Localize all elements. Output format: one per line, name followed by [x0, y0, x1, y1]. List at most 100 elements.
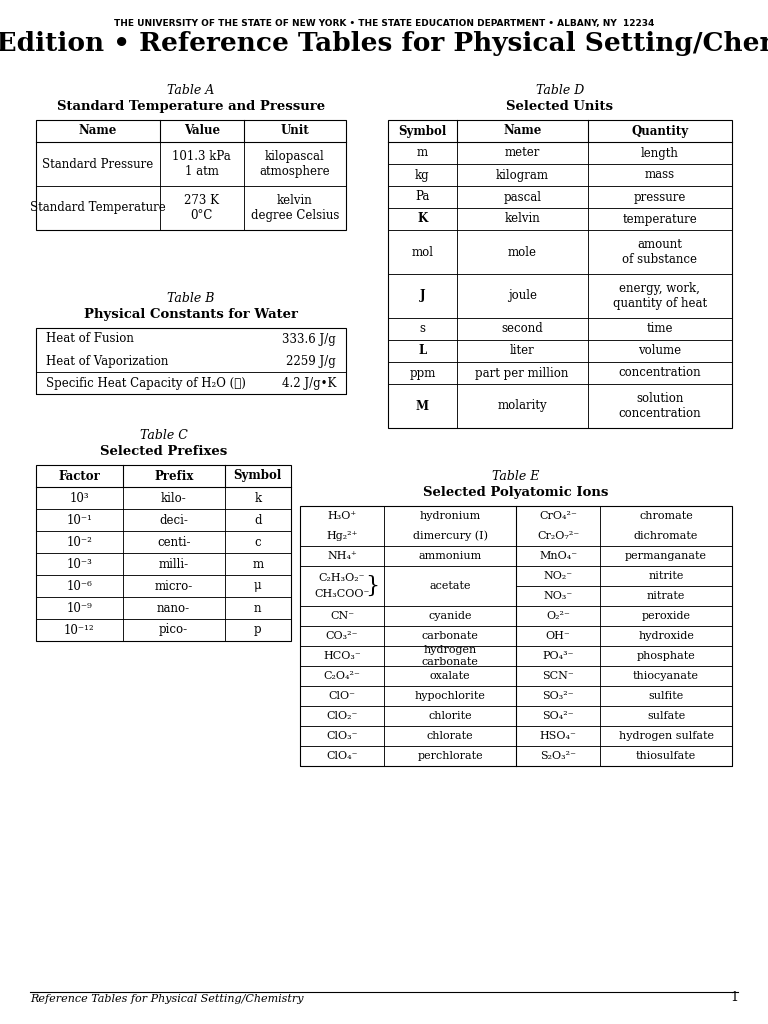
- Text: milli-: milli-: [159, 557, 189, 570]
- Text: Selected Polyatomic Ions: Selected Polyatomic Ions: [423, 486, 609, 499]
- Text: μ: μ: [254, 580, 262, 593]
- Text: 2002 Edition • Reference Tables for Physical Setting/Chemistry: 2002 Edition • Reference Tables for Phys…: [0, 31, 768, 56]
- Text: Table A: Table A: [167, 84, 214, 97]
- Text: hydroxide: hydroxide: [638, 631, 694, 641]
- Text: d: d: [254, 513, 262, 526]
- Text: M: M: [416, 399, 429, 413]
- Text: cyanide: cyanide: [429, 611, 472, 621]
- Text: HSO₄⁻: HSO₄⁻: [540, 731, 577, 741]
- Text: nitrate: nitrate: [647, 591, 685, 601]
- Text: K: K: [417, 213, 428, 225]
- Text: ClO₄⁻: ClO₄⁻: [326, 751, 358, 761]
- Text: pico-: pico-: [159, 624, 188, 637]
- Text: mass: mass: [644, 169, 675, 181]
- Text: mol: mol: [412, 246, 433, 258]
- Text: liter: liter: [510, 344, 535, 357]
- Text: dichromate: dichromate: [634, 531, 698, 541]
- Text: c: c: [254, 536, 261, 549]
- Text: kilogram: kilogram: [495, 169, 548, 181]
- Text: pressure: pressure: [634, 190, 686, 204]
- Text: Standard Pressure: Standard Pressure: [42, 158, 154, 171]
- Text: Name: Name: [79, 125, 118, 137]
- Text: 4.2 J/g•K: 4.2 J/g•K: [282, 377, 336, 389]
- Text: 10⁻⁶: 10⁻⁶: [66, 580, 92, 593]
- Text: mole: mole: [508, 246, 537, 258]
- Text: 10⁻¹: 10⁻¹: [66, 513, 92, 526]
- Text: S₂O₃²⁻: S₂O₃²⁻: [540, 751, 576, 761]
- Text: Prefix: Prefix: [154, 469, 194, 482]
- Bar: [36, 120, 346, 230]
- Text: sulfate: sulfate: [647, 711, 685, 721]
- Text: NO₂⁻: NO₂⁻: [544, 571, 573, 581]
- Text: acetate: acetate: [429, 581, 471, 591]
- Text: 333.6 J/g: 333.6 J/g: [283, 333, 336, 345]
- Bar: [36, 465, 291, 641]
- Text: Hg₂²⁺: Hg₂²⁺: [326, 531, 358, 541]
- Text: chlorite: chlorite: [429, 711, 472, 721]
- Text: Selected Prefixes: Selected Prefixes: [100, 445, 227, 458]
- Text: p: p: [254, 624, 262, 637]
- Text: kelvin: kelvin: [505, 213, 540, 225]
- Text: ppm: ppm: [409, 367, 435, 380]
- Text: concentration: concentration: [618, 367, 701, 380]
- Text: s: s: [419, 323, 425, 336]
- Bar: [36, 328, 346, 394]
- Text: H₃O⁺: H₃O⁺: [328, 511, 356, 521]
- Text: temperature: temperature: [622, 213, 697, 225]
- Text: NO₃⁻: NO₃⁻: [544, 591, 573, 601]
- Text: C₂H₃O₂⁻: C₂H₃O₂⁻: [319, 573, 366, 583]
- Text: MnO₄⁻: MnO₄⁻: [539, 551, 578, 561]
- Text: amount
of substance: amount of substance: [622, 238, 697, 266]
- Text: 10⁻⁹: 10⁻⁹: [67, 601, 92, 614]
- Text: Heat of Vaporization: Heat of Vaporization: [46, 354, 168, 368]
- Text: CrO₄²⁻: CrO₄²⁻: [539, 511, 577, 521]
- Text: SCN⁻: SCN⁻: [542, 671, 574, 681]
- Text: J: J: [419, 290, 425, 302]
- Text: ammonium: ammonium: [419, 551, 482, 561]
- Text: Value: Value: [184, 125, 220, 137]
- Text: hydronium: hydronium: [419, 511, 481, 521]
- Text: Table C: Table C: [140, 429, 187, 442]
- Text: centi-: centi-: [157, 536, 190, 549]
- Text: 2259 J/g: 2259 J/g: [286, 354, 336, 368]
- Text: deci-: deci-: [159, 513, 188, 526]
- Text: Symbol: Symbol: [399, 125, 446, 137]
- Text: SO₃²⁻: SO₃²⁻: [542, 691, 574, 701]
- Text: 10³: 10³: [70, 492, 89, 505]
- Text: kelvin
degree Celsius: kelvin degree Celsius: [250, 194, 339, 222]
- Text: phosphate: phosphate: [637, 651, 696, 662]
- Text: 10⁻²: 10⁻²: [66, 536, 92, 549]
- Text: ClO₃⁻: ClO₃⁻: [326, 731, 358, 741]
- Text: Standard Temperature: Standard Temperature: [30, 202, 166, 214]
- Text: m: m: [417, 146, 428, 160]
- Text: SO₄²⁻: SO₄²⁻: [542, 711, 574, 721]
- Text: O₂²⁻: O₂²⁻: [546, 611, 570, 621]
- Text: ClO⁻: ClO⁻: [329, 691, 356, 701]
- Text: Selected Units: Selected Units: [507, 100, 614, 113]
- Text: permanganate: permanganate: [625, 551, 707, 561]
- Text: pascal: pascal: [503, 190, 541, 204]
- Text: CO₃²⁻: CO₃²⁻: [326, 631, 359, 641]
- Text: second: second: [502, 323, 543, 336]
- Text: part per million: part per million: [475, 367, 569, 380]
- Text: volume: volume: [638, 344, 681, 357]
- Text: THE UNIVERSITY OF THE STATE OF NEW YORK • THE STATE EDUCATION DEPARTMENT • ALBAN: THE UNIVERSITY OF THE STATE OF NEW YORK …: [114, 19, 654, 28]
- Text: Heat of Fusion: Heat of Fusion: [46, 333, 134, 345]
- Text: Standard Temperature and Pressure: Standard Temperature and Pressure: [57, 100, 325, 113]
- Text: }: }: [365, 575, 379, 597]
- Text: Cr₂O₇²⁻: Cr₂O₇²⁻: [537, 531, 579, 541]
- Bar: [388, 120, 732, 428]
- Text: OH⁻: OH⁻: [546, 631, 571, 641]
- Text: chromate: chromate: [639, 511, 693, 521]
- Text: 10⁻³: 10⁻³: [66, 557, 92, 570]
- Text: Pa: Pa: [415, 190, 429, 204]
- Text: thiocyanate: thiocyanate: [633, 671, 699, 681]
- Text: L: L: [419, 344, 426, 357]
- Text: perchlorate: perchlorate: [417, 751, 483, 761]
- Text: 273 K
0°C: 273 K 0°C: [184, 194, 220, 222]
- Text: energy, work,
quantity of heat: energy, work, quantity of heat: [613, 282, 707, 310]
- Text: hydrogen sulfate: hydrogen sulfate: [618, 731, 713, 741]
- Text: Specific Heat Capacity of H₂O (ℓ): Specific Heat Capacity of H₂O (ℓ): [46, 377, 246, 389]
- Text: meter: meter: [505, 146, 540, 160]
- Text: HCO₃⁻: HCO₃⁻: [323, 651, 361, 662]
